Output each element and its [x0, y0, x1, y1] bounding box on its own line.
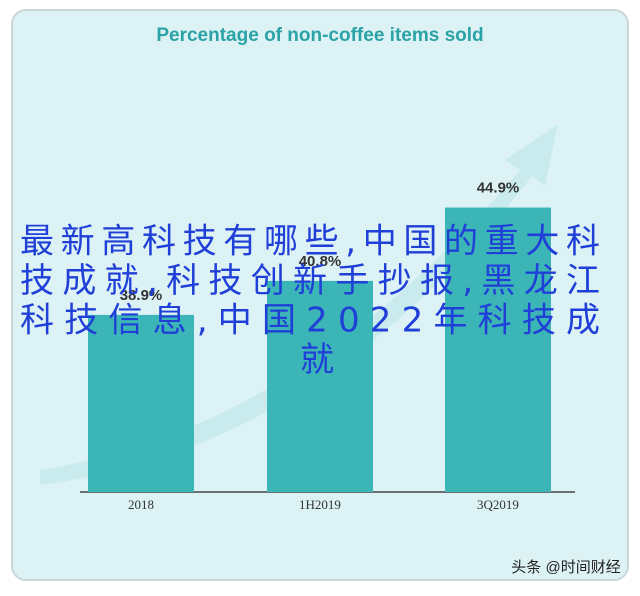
overlay-text: 最新高科技有哪些,中国的重大科技成就,科技创新手抄报,黑龙江科技信息,中国202…	[20, 222, 600, 381]
x-tick-label: 1H2019	[299, 497, 341, 512]
value-label: 38.9%	[120, 287, 163, 304]
overlay-line: 技成就,科技创新手抄报,黑龙江	[20, 261, 600, 301]
background-arrow	[40, 124, 558, 485]
watermark: 头条 @时间财经	[511, 559, 620, 576]
x-tick-label: 3Q2019	[477, 497, 519, 512]
overlay-line: 科技信息,中国2022年科技成	[20, 301, 600, 341]
bar	[267, 280, 373, 492]
overlay-line: 就	[300, 340, 334, 380]
bar	[88, 314, 194, 492]
bar	[445, 207, 551, 493]
x-tick-label: 2018	[128, 497, 154, 512]
chart-title: Percentage of non-coffee items sold	[156, 25, 483, 46]
plot: 38.9% 2018 40.8% 1H2019 44.9% 3Q2019	[88, 180, 551, 512]
value-label: 40.8%	[299, 253, 342, 270]
value-label: 44.9%	[477, 180, 520, 197]
overlay-line: 最新高科技有哪些,中国的重大科	[20, 222, 600, 262]
